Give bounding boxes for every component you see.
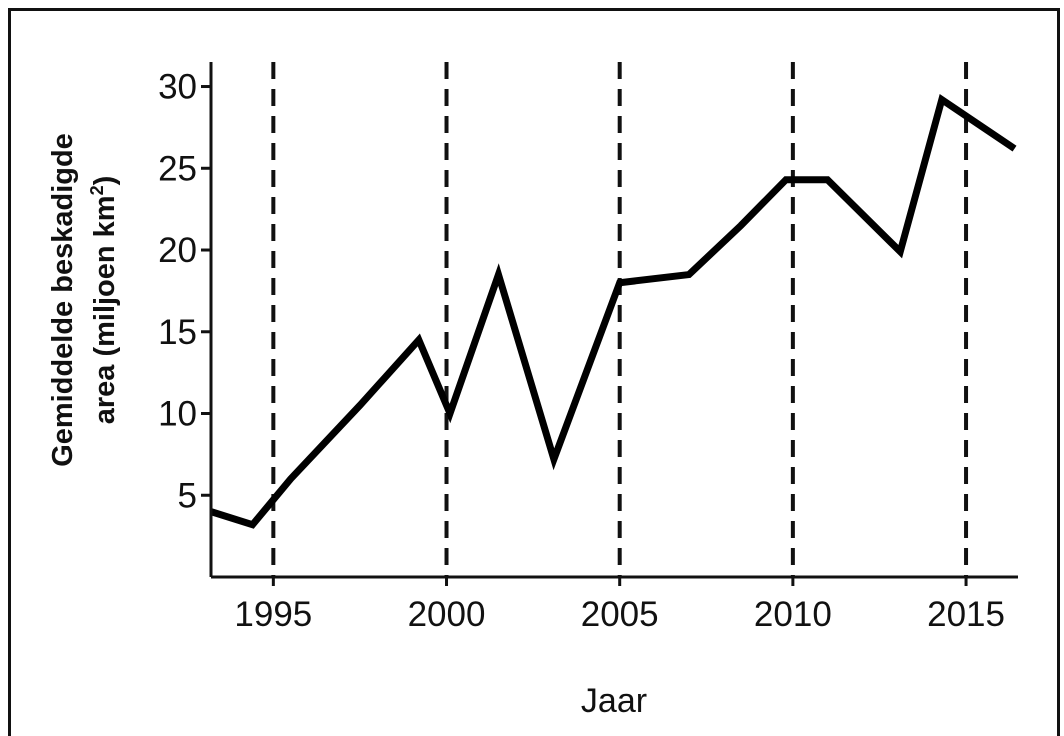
y-tick-label-30: 30	[158, 68, 197, 107]
x-tick-label-2015: 2015	[927, 595, 1005, 634]
y-tick-label-25: 25	[158, 149, 197, 188]
x-tick-label-2005: 2005	[581, 595, 659, 634]
x-tick-label-2000: 2000	[408, 595, 486, 634]
x-axis-title: Jaar	[581, 682, 647, 720]
y-axis-title-close: )	[89, 176, 121, 186]
dashed-reference-lines	[273, 62, 966, 577]
y-tick-label-5: 5	[178, 476, 197, 515]
y-axis-title-line1: Gemiddelde beskadigde	[47, 133, 79, 467]
x-tick-label-2010: 2010	[754, 595, 832, 634]
y-tick-label-10: 10	[158, 395, 197, 434]
y-axis-title-line2-text: area (miljoen km	[89, 195, 121, 424]
x-ticks: 1995 2000 2005 2010 2015	[234, 577, 1005, 634]
y-axis-title: Gemiddelde beskadigde area (miljoen km2)	[47, 133, 121, 467]
y-ticks: 5 10 15 20 25 30	[158, 68, 211, 516]
series-line-1	[211, 100, 1015, 525]
series-layer	[211, 100, 1015, 525]
x-tick-label-1995: 1995	[234, 595, 312, 634]
y-tick-label-20: 20	[158, 231, 197, 270]
y-axis-title-superscript: 2	[87, 185, 107, 195]
y-tick-label-15: 15	[158, 313, 197, 352]
y-axis-title-line2: area (miljoen km2)	[87, 176, 121, 425]
